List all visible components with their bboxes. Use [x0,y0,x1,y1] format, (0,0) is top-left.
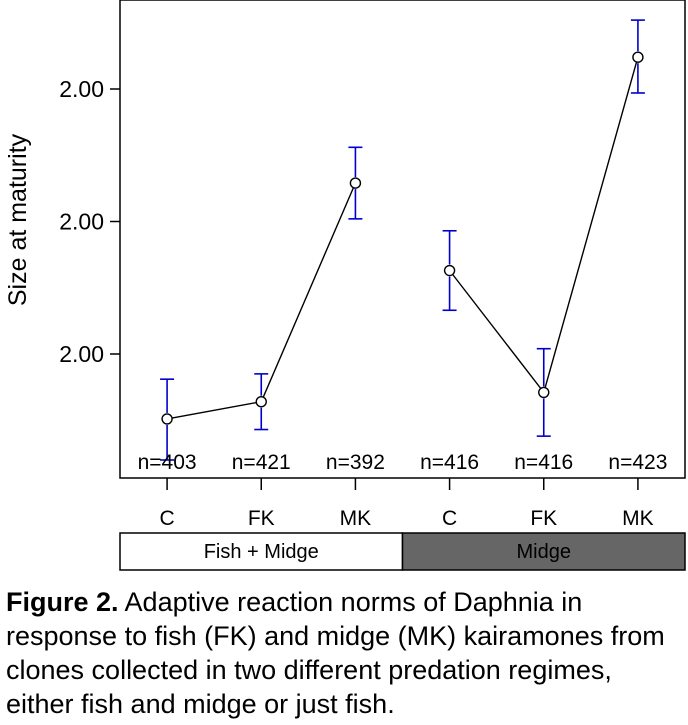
x-tick-label: C [442,507,457,530]
caption-text: Adaptive reaction norms of Daphnia in re… [6,587,665,719]
data-point [349,177,362,189]
x-tick-label: FK [248,507,275,530]
y-axis: 2.00 2.00 2.00 [59,76,120,367]
x-tick-label: FK [530,507,557,530]
group-label: Midge [517,541,571,563]
sample-size-labels: n=403 n=421 n=392 n=416 n=416 n=423 [138,451,668,474]
chart: 2.00 2.00 2.00 Size at maturity n=403 n=421… [4,0,686,571]
y-tick-label: 2.00 [59,341,104,367]
sample-size-label: n=421 [232,451,291,474]
group-label: Fish + Midge [204,541,319,563]
plot-frame [119,0,686,479]
x-tick-label: MK [622,507,654,530]
series-line [449,57,639,394]
figure-caption: Figure 2. Adaptive reaction norms of Dap… [6,585,682,721]
group-box [401,532,686,571]
data-series [160,19,645,461]
sample-size-label: n=416 [514,451,573,474]
y-tick-label: 2.00 [59,209,104,235]
sample-size-label: n=392 [326,451,385,474]
sample-size-label: n=423 [608,451,667,474]
data-point [255,396,267,408]
caption-label: Figure 2. [6,587,119,617]
sample-size-label: n=416 [420,451,479,474]
sample-size-label: n=403 [138,451,197,474]
data-point [538,386,550,399]
y-tick-label: 2.00 [59,76,104,102]
x-tick-label: C [159,507,174,530]
data-point [161,413,173,425]
group-bar: Fish + Midge Midge [119,532,686,571]
data-point [443,264,456,277]
y-axis-label: Size at maturity [4,133,32,306]
x-axis: C FK MK C FK MK [159,478,654,530]
group-box [119,532,404,571]
x-tick-label: MK [340,507,372,530]
data-point [632,51,644,63]
